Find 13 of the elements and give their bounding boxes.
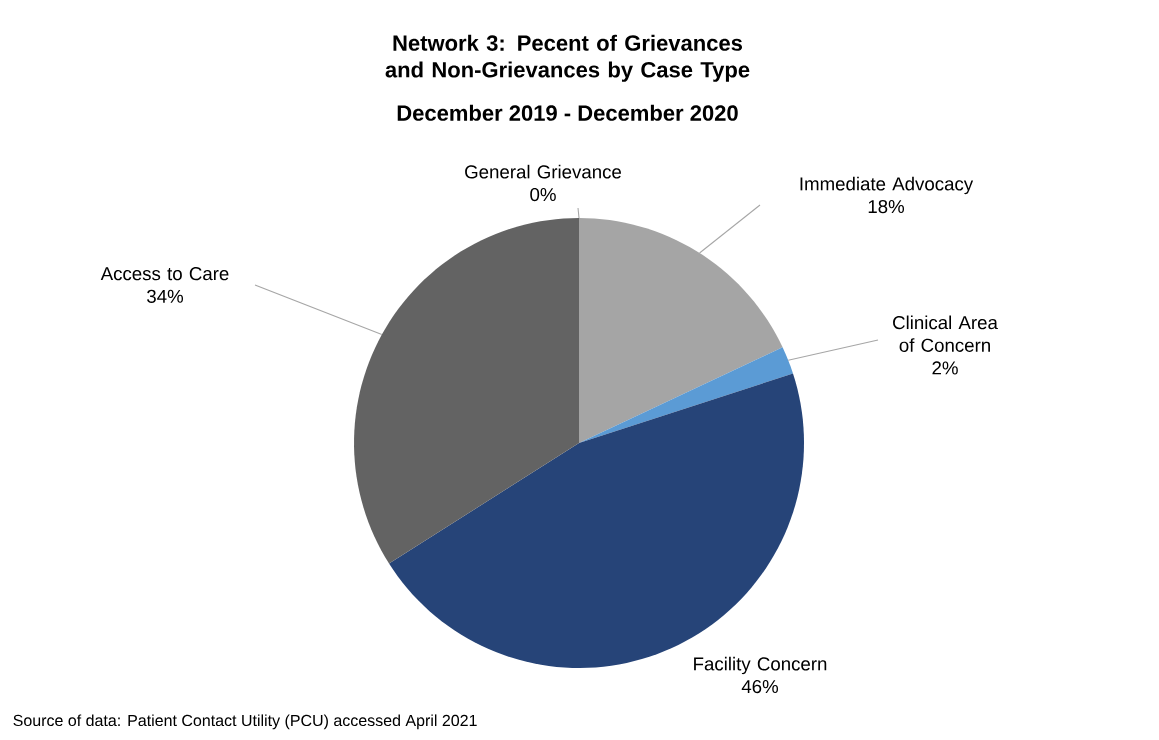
data-label: 46% bbox=[741, 679, 779, 694]
data-label: 34% bbox=[147, 289, 184, 303]
data-label: 18% bbox=[868, 199, 905, 214]
data-label: 2% bbox=[932, 361, 958, 375]
slice-label: Access to Care bbox=[100, 267, 229, 281]
slice-label: Immediate Advocacy bbox=[800, 176, 974, 195]
text: 0% bbox=[530, 187, 556, 202]
chart-subtitle: December 2019 - December 2020 bbox=[397, 104, 738, 121]
category-label: General Grievance bbox=[465, 164, 622, 179]
slice-label: Facility Concern bbox=[694, 656, 827, 675]
slice-label: Clinical Area of Concern bbox=[893, 315, 998, 352]
chart-title: Network 3: Pecent of Grievances and Non-Grievances by Case Type bbox=[385, 34, 750, 82]
source-note: Source of data: Patient Contact Utility (PCU) accessed April 2021 bbox=[13, 714, 477, 730]
